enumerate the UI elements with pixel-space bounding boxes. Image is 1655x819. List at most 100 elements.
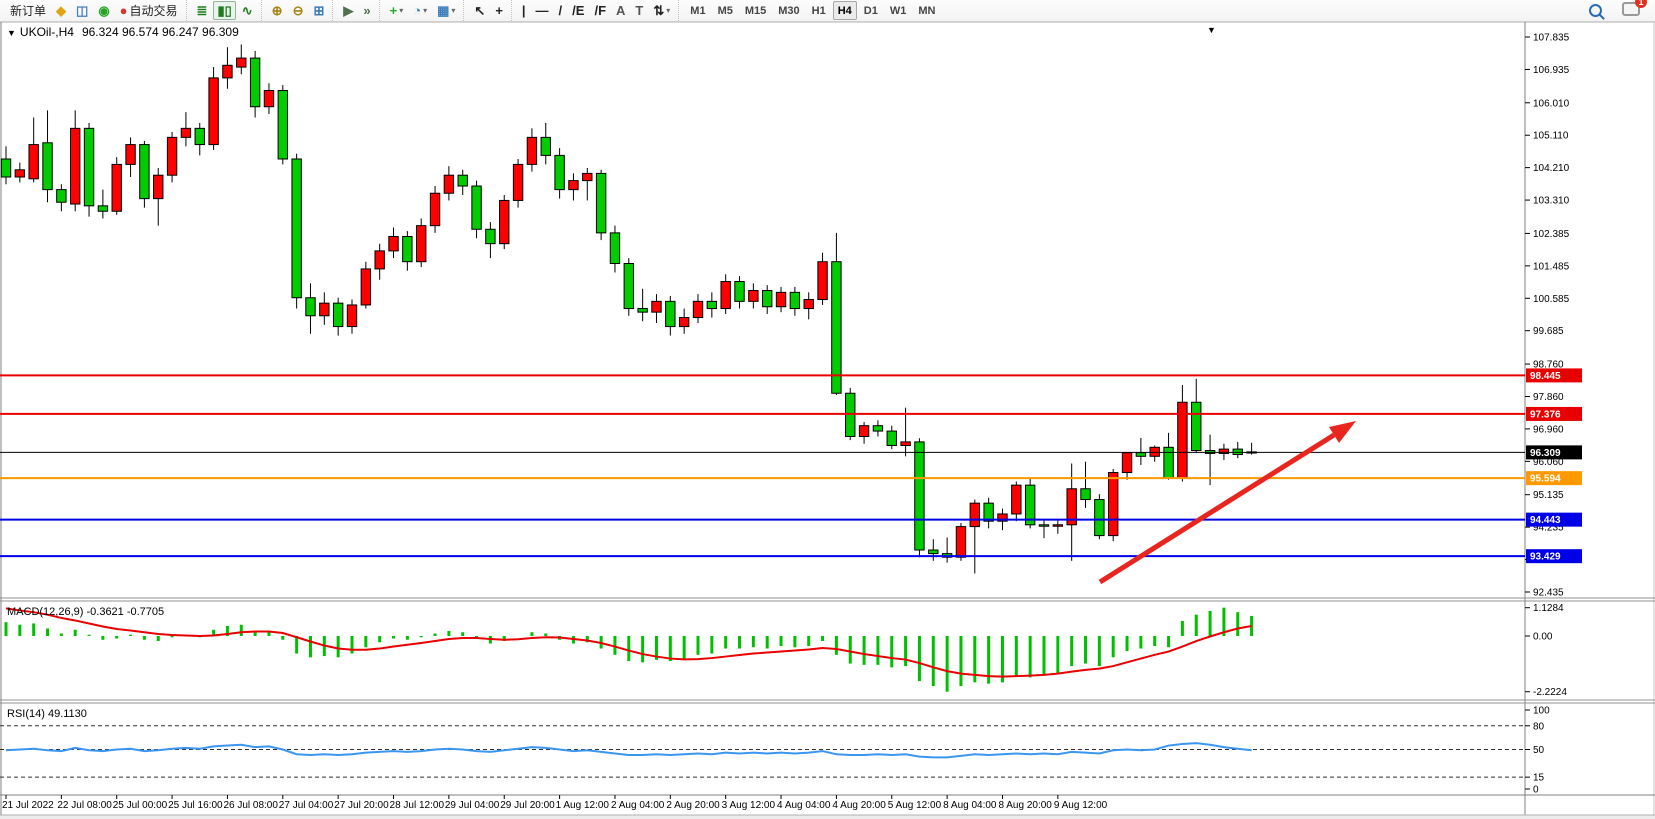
timeframe-m1-button[interactable]: M1: [685, 1, 710, 20]
auto-scroll-icon: ▶: [343, 3, 354, 18]
text-label-button[interactable]: T: [631, 1, 647, 20]
dropdown-caret-icon: ▾: [666, 5, 671, 15]
svg-text:28 Jul 12:00: 28 Jul 12:00: [390, 800, 445, 811]
market-watch-button[interactable]: ◫: [72, 1, 92, 20]
fibonacci-button[interactable]: /F: [590, 1, 610, 20]
cursor-button[interactable]: ↖: [470, 1, 489, 20]
templates-button[interactable]: ▦ ▾: [433, 1, 459, 20]
svg-text:103.310: 103.310: [1533, 196, 1570, 207]
svg-text:-2.2224: -2.2224: [1533, 687, 1567, 698]
zoom-in-button[interactable]: ⊕: [268, 1, 287, 20]
svg-text:96.060: 96.060: [1533, 457, 1564, 468]
zoom-out-button[interactable]: ⊖: [289, 1, 308, 20]
svg-text:22 Jul 08:00: 22 Jul 08:00: [57, 800, 112, 811]
vertical-line-button[interactable]: |: [518, 1, 530, 20]
svg-text:104.210: 104.210: [1533, 163, 1570, 174]
svg-text:94.443: 94.443: [1530, 515, 1561, 526]
order-history-button[interactable]: ◆: [52, 1, 70, 20]
svg-text:93.429: 93.429: [1530, 552, 1561, 563]
toolbar-group-draw-objects: | — / /E/F A T ⇅ ▾: [510, 0, 678, 21]
periods-button[interactable]: ◔ ▾: [409, 1, 431, 20]
svg-text:1.1284: 1.1284: [1533, 603, 1564, 614]
svg-text:97.376: 97.376: [1530, 409, 1561, 420]
timeframe-m15-button[interactable]: M15: [740, 1, 771, 20]
svg-text:80: 80: [1533, 721, 1545, 732]
equidistant-channel-icon: /E: [572, 3, 585, 18]
toolbar-group-scroll: ▶»: [332, 0, 378, 21]
search-button[interactable]: [1585, 1, 1606, 20]
chart-shift-button[interactable]: »: [359, 1, 374, 20]
autotrading-button[interactable]: ● 自动交易: [116, 1, 182, 20]
svg-text:95.594: 95.594: [1530, 474, 1561, 485]
svg-text:92.435: 92.435: [1533, 588, 1564, 599]
svg-text:3 Aug 12:00: 3 Aug 12:00: [722, 800, 776, 811]
tile-windows-button[interactable]: ⊞: [309, 1, 328, 20]
svg-text:98.760: 98.760: [1533, 360, 1564, 371]
crosshair-button[interactable]: +: [491, 1, 507, 20]
auto-scroll-button[interactable]: ▶: [339, 1, 357, 20]
svg-text:5 Aug 12:00: 5 Aug 12:00: [888, 800, 942, 811]
svg-text:107.835: 107.835: [1533, 33, 1570, 44]
svg-text:95.135: 95.135: [1533, 490, 1564, 501]
fibonacci-icon: /F: [594, 3, 607, 18]
candlestick-chart-button[interactable]: ▮▯: [213, 1, 236, 20]
svg-text:0: 0: [1533, 785, 1539, 796]
indicators-button[interactable]: + ▾: [386, 1, 408, 20]
toolbar-group-pointer: ↖ +: [463, 0, 511, 21]
timeframe-w1-button[interactable]: W1: [885, 1, 912, 20]
equidistant-channel-button[interactable]: /E: [568, 1, 588, 20]
new-order-button-label: 新订单: [10, 3, 47, 18]
svg-text:100.585: 100.585: [1533, 294, 1570, 305]
vertical-line-icon: |: [521, 3, 526, 18]
svg-text:98.445: 98.445: [1530, 371, 1561, 382]
candlestick-chart-icon: ▮▯: [217, 3, 232, 18]
timeframe-m30-button[interactable]: M30: [773, 1, 804, 20]
svg-text:26 Jul 08:00: 26 Jul 08:00: [223, 800, 278, 811]
zoom-in-icon: ⊕: [271, 3, 283, 18]
chart-ohlc-quotes: 96.324 96.574 96.247 96.309: [81, 25, 239, 39]
svg-text:97.860: 97.860: [1533, 392, 1564, 403]
dropdown-caret-icon: ▾: [451, 5, 456, 15]
horizontal-line-button[interactable]: —: [532, 1, 553, 20]
signals-icon: ◉: [98, 3, 110, 18]
horizontal-line-icon: —: [535, 3, 549, 18]
svg-text:106.010: 106.010: [1533, 98, 1570, 109]
notification-badge: 1: [1635, 0, 1647, 8]
svg-text:100: 100: [1533, 706, 1550, 717]
order-history-icon: ◆: [56, 3, 67, 18]
bar-chart-icon: ≣: [196, 3, 208, 18]
svg-text:105.110: 105.110: [1533, 131, 1569, 142]
svg-text:25 Jul 00:00: 25 Jul 00:00: [113, 800, 168, 811]
periods-icon: ◔: [413, 3, 422, 18]
trendline-button[interactable]: /: [555, 1, 567, 20]
text-icon: A: [616, 3, 626, 18]
dropdown-caret-icon: ▾: [399, 5, 404, 15]
line-chart-button[interactable]: ∿: [238, 1, 257, 20]
autotrading-icon: ●: [119, 3, 128, 18]
autotrading-button-label: 自动交易: [129, 3, 178, 18]
chart-window: 107.835 106.935 106.010 105.110 104.210 103.3…: [0, 21, 1655, 819]
templates-icon: ▦: [437, 3, 450, 18]
timeframe-m5-button[interactable]: M5: [713, 1, 738, 20]
svg-text:27 Jul 20:00: 27 Jul 20:00: [334, 800, 389, 811]
svg-text:29 Jul 20:00: 29 Jul 20:00: [500, 800, 555, 811]
new-order-button[interactable]: 新订单: [6, 1, 50, 20]
indicators-icon: +: [389, 3, 398, 18]
timeframe-h4-button[interactable]: H4: [832, 1, 857, 20]
bar-chart-button[interactable]: ≣: [193, 1, 212, 20]
timeframe-h1-button[interactable]: H1: [807, 1, 831, 20]
chat-button[interactable]: 1: [1618, 0, 1647, 20]
search-icon: [1589, 4, 1602, 17]
timeframe-d1-button[interactable]: D1: [859, 1, 883, 20]
arrows-button[interactable]: ⇅ ▾: [649, 1, 674, 20]
timeframe-mn-button[interactable]: MN: [913, 1, 940, 20]
chart-menu-arrow-icon[interactable]: ▼: [7, 28, 16, 38]
svg-text:1 Aug 12:00: 1 Aug 12:00: [556, 800, 610, 811]
signals-button[interactable]: ◉: [94, 1, 113, 20]
chart-corner-arrow-icon[interactable]: ▼: [1207, 25, 1216, 35]
svg-text:8 Aug 20:00: 8 Aug 20:00: [998, 800, 1052, 811]
text-button[interactable]: A: [612, 1, 629, 20]
line-chart-icon: ∿: [241, 3, 253, 18]
price-chart-canvas[interactable]: 107.835 106.935 106.010 105.110 104.210 103.3…: [0, 21, 1655, 819]
svg-text:4 Aug 04:00: 4 Aug 04:00: [777, 800, 831, 811]
